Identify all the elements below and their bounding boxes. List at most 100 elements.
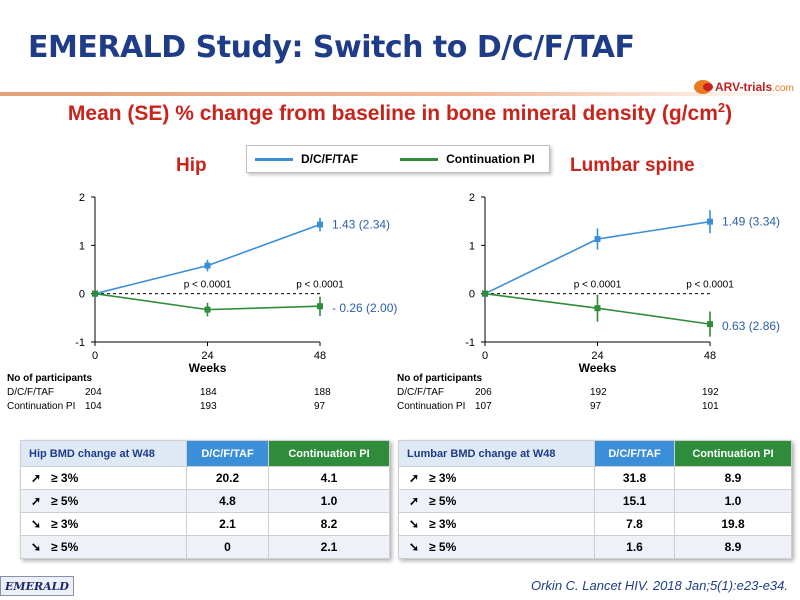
arrow-up-icon: ➚ [409, 471, 420, 485]
table-cell: 31.8 [594, 466, 675, 490]
arrow-down-icon: ➘ [409, 517, 420, 531]
participants-value: 206 [475, 387, 492, 398]
x-tick-label: 24 [591, 350, 603, 362]
row-label: ≥ 3% [51, 517, 79, 531]
row-label: ≥ 5% [51, 540, 79, 554]
participants-value: 97 [590, 401, 602, 412]
legend-swatch-dcftaf [255, 157, 293, 161]
lumbar-participants-row: D/C/F/TAF 206 192 192 [397, 386, 737, 400]
arv-trials-logo: ARV-trials.com [694, 80, 794, 94]
data-point [707, 218, 713, 225]
participants-value: 193 [200, 401, 217, 412]
table-row: ➘ ≥ 5% 1.6 8.9 [398, 535, 792, 559]
x-axis-label: Weeks [189, 361, 227, 375]
participants-label: Continuation PI [7, 401, 76, 412]
lumbar-table-col-continuation-pi: Continuation PI [674, 440, 792, 467]
hip-table-caption: Hip BMD change at W48 [20, 440, 187, 467]
participants-value: 184 [200, 387, 217, 398]
data-point [204, 306, 211, 313]
table-cell: 20.2 [186, 466, 269, 490]
data-point [317, 303, 323, 310]
end-value-label: 1.49 (3.34) [722, 215, 780, 229]
subtitle-end: ) [725, 102, 733, 125]
participants-value: 97 [314, 401, 326, 412]
p-value-annotation: p < 0.0001 [184, 280, 232, 291]
legend-label-continuation-pi: Continuation PI [446, 152, 535, 166]
participants-value: 107 [475, 401, 492, 412]
x-tick-label: 24 [201, 350, 213, 362]
hip-participants-row: Continuation PI 104 193 97 [7, 400, 347, 414]
arrow-down-icon: ➘ [409, 540, 420, 554]
subtitle-sup: 2 [717, 100, 726, 115]
p-value-annotation: p < 0.0001 [574, 280, 622, 291]
table-row: ➚ ≥ 5% 4.8 1.0 [20, 489, 390, 513]
table-cell: 8.2 [268, 512, 390, 536]
table-cell: 8.9 [674, 535, 792, 559]
table-row: ➘ ≥ 5% 0 2.1 [20, 535, 390, 559]
table-cell: 2.1 [268, 535, 390, 559]
participants-value: 104 [85, 401, 102, 412]
p-value-annotation: p < 0.0001 [296, 280, 344, 291]
data-point [594, 305, 601, 312]
arrow-down-icon: ➘ [31, 540, 42, 554]
lumbar-chart: 2 1 0 -1 0 24 48 Weeks p < 0.0001 p < 0.0001 1.49 … [465, 192, 780, 375]
table-cell: 15.1 [594, 489, 675, 513]
hip-bmd-table: Hip BMD change at W48 D/C/F/TAF Continua… [20, 440, 390, 559]
table-cell: 2.1 [186, 512, 269, 536]
table-cell: 7.8 [594, 512, 675, 536]
row-label: ≥ 5% [429, 540, 457, 554]
data-point [707, 321, 713, 328]
arrow-down-icon: ➘ [31, 517, 42, 531]
x-tick-label: 48 [314, 350, 326, 362]
table-row: ➘ ≥ 3% 7.8 19.8 [398, 512, 792, 536]
lumbar-participants-row: Continuation PI 107 97 101 [397, 400, 737, 414]
table-cell: 1.6 [594, 535, 675, 559]
table-cell: 0 [186, 535, 269, 559]
table-cell: 1.0 [268, 489, 390, 513]
hip-participants-header: No of participants [7, 373, 93, 384]
hip-participants-row: D/C/F/TAF 204 184 188 [7, 386, 347, 400]
legend-item-continuation-pi: Continuation PI [400, 152, 535, 166]
participants-label: Continuation PI [397, 401, 466, 412]
arrow-up-icon: ➚ [31, 494, 42, 508]
lumbar-participants-header: No of participants [397, 373, 483, 384]
row-label: ≥ 5% [51, 494, 79, 508]
y-tick-label: -1 [465, 337, 475, 349]
y-tick-label: 0 [79, 289, 85, 301]
arv-trials-logo-icon [694, 80, 713, 94]
participants-value: 192 [590, 387, 607, 398]
data-point [482, 290, 488, 297]
table-cell: 4.1 [268, 466, 390, 490]
hip-participants: No of participants D/C/F/TAF 204 184 188… [7, 372, 347, 414]
participants-label: D/C/F/TAF [397, 387, 445, 398]
chart-legend: D/C/F/TAF Continuation PI [246, 145, 550, 173]
participants-label: D/C/F/TAF [7, 387, 55, 398]
x-tick-label: 48 [704, 350, 716, 362]
y-tick-label: 1 [79, 240, 85, 252]
y-tick-label: 1 [469, 240, 475, 252]
legend-swatch-continuation-pi [400, 157, 439, 161]
emerald-logo: EMERALD [0, 576, 74, 596]
logo-text: ARV-trials [715, 80, 773, 94]
row-label: ≥ 3% [51, 471, 79, 485]
table-row: ➚ ≥ 3% 31.8 8.9 [398, 466, 792, 490]
lumbar-table-col-dcftaf: D/C/F/TAF [594, 440, 675, 467]
p-value-annotation: p < 0.0001 [686, 280, 734, 291]
legend-item-dcftaf: D/C/F/TAF [255, 152, 358, 166]
data-point [594, 236, 601, 243]
y-tick-label: -1 [75, 337, 85, 349]
slide-title: EMERALD Study: Switch to D/C/F/TAF [28, 30, 635, 65]
lumbar-bmd-table: Lumbar BMD change at W48 D/C/F/TAF Conti… [398, 440, 792, 559]
x-tick-label: 0 [92, 350, 98, 362]
table-row: ➚ ≥ 5% 15.1 1.0 [398, 489, 792, 513]
arrow-up-icon: ➚ [31, 471, 42, 485]
table-cell: 4.8 [186, 489, 269, 513]
x-tick-label: 0 [482, 350, 488, 362]
table-row: ➘ ≥ 3% 2.1 8.2 [20, 512, 390, 536]
title-divider [0, 92, 800, 96]
data-point [92, 290, 98, 297]
end-value-label: 1.43 (2.34) [332, 218, 390, 232]
participants-value: 204 [85, 387, 102, 398]
arrow-up-icon: ➚ [409, 494, 420, 508]
row-label: ≥ 3% [429, 471, 457, 485]
